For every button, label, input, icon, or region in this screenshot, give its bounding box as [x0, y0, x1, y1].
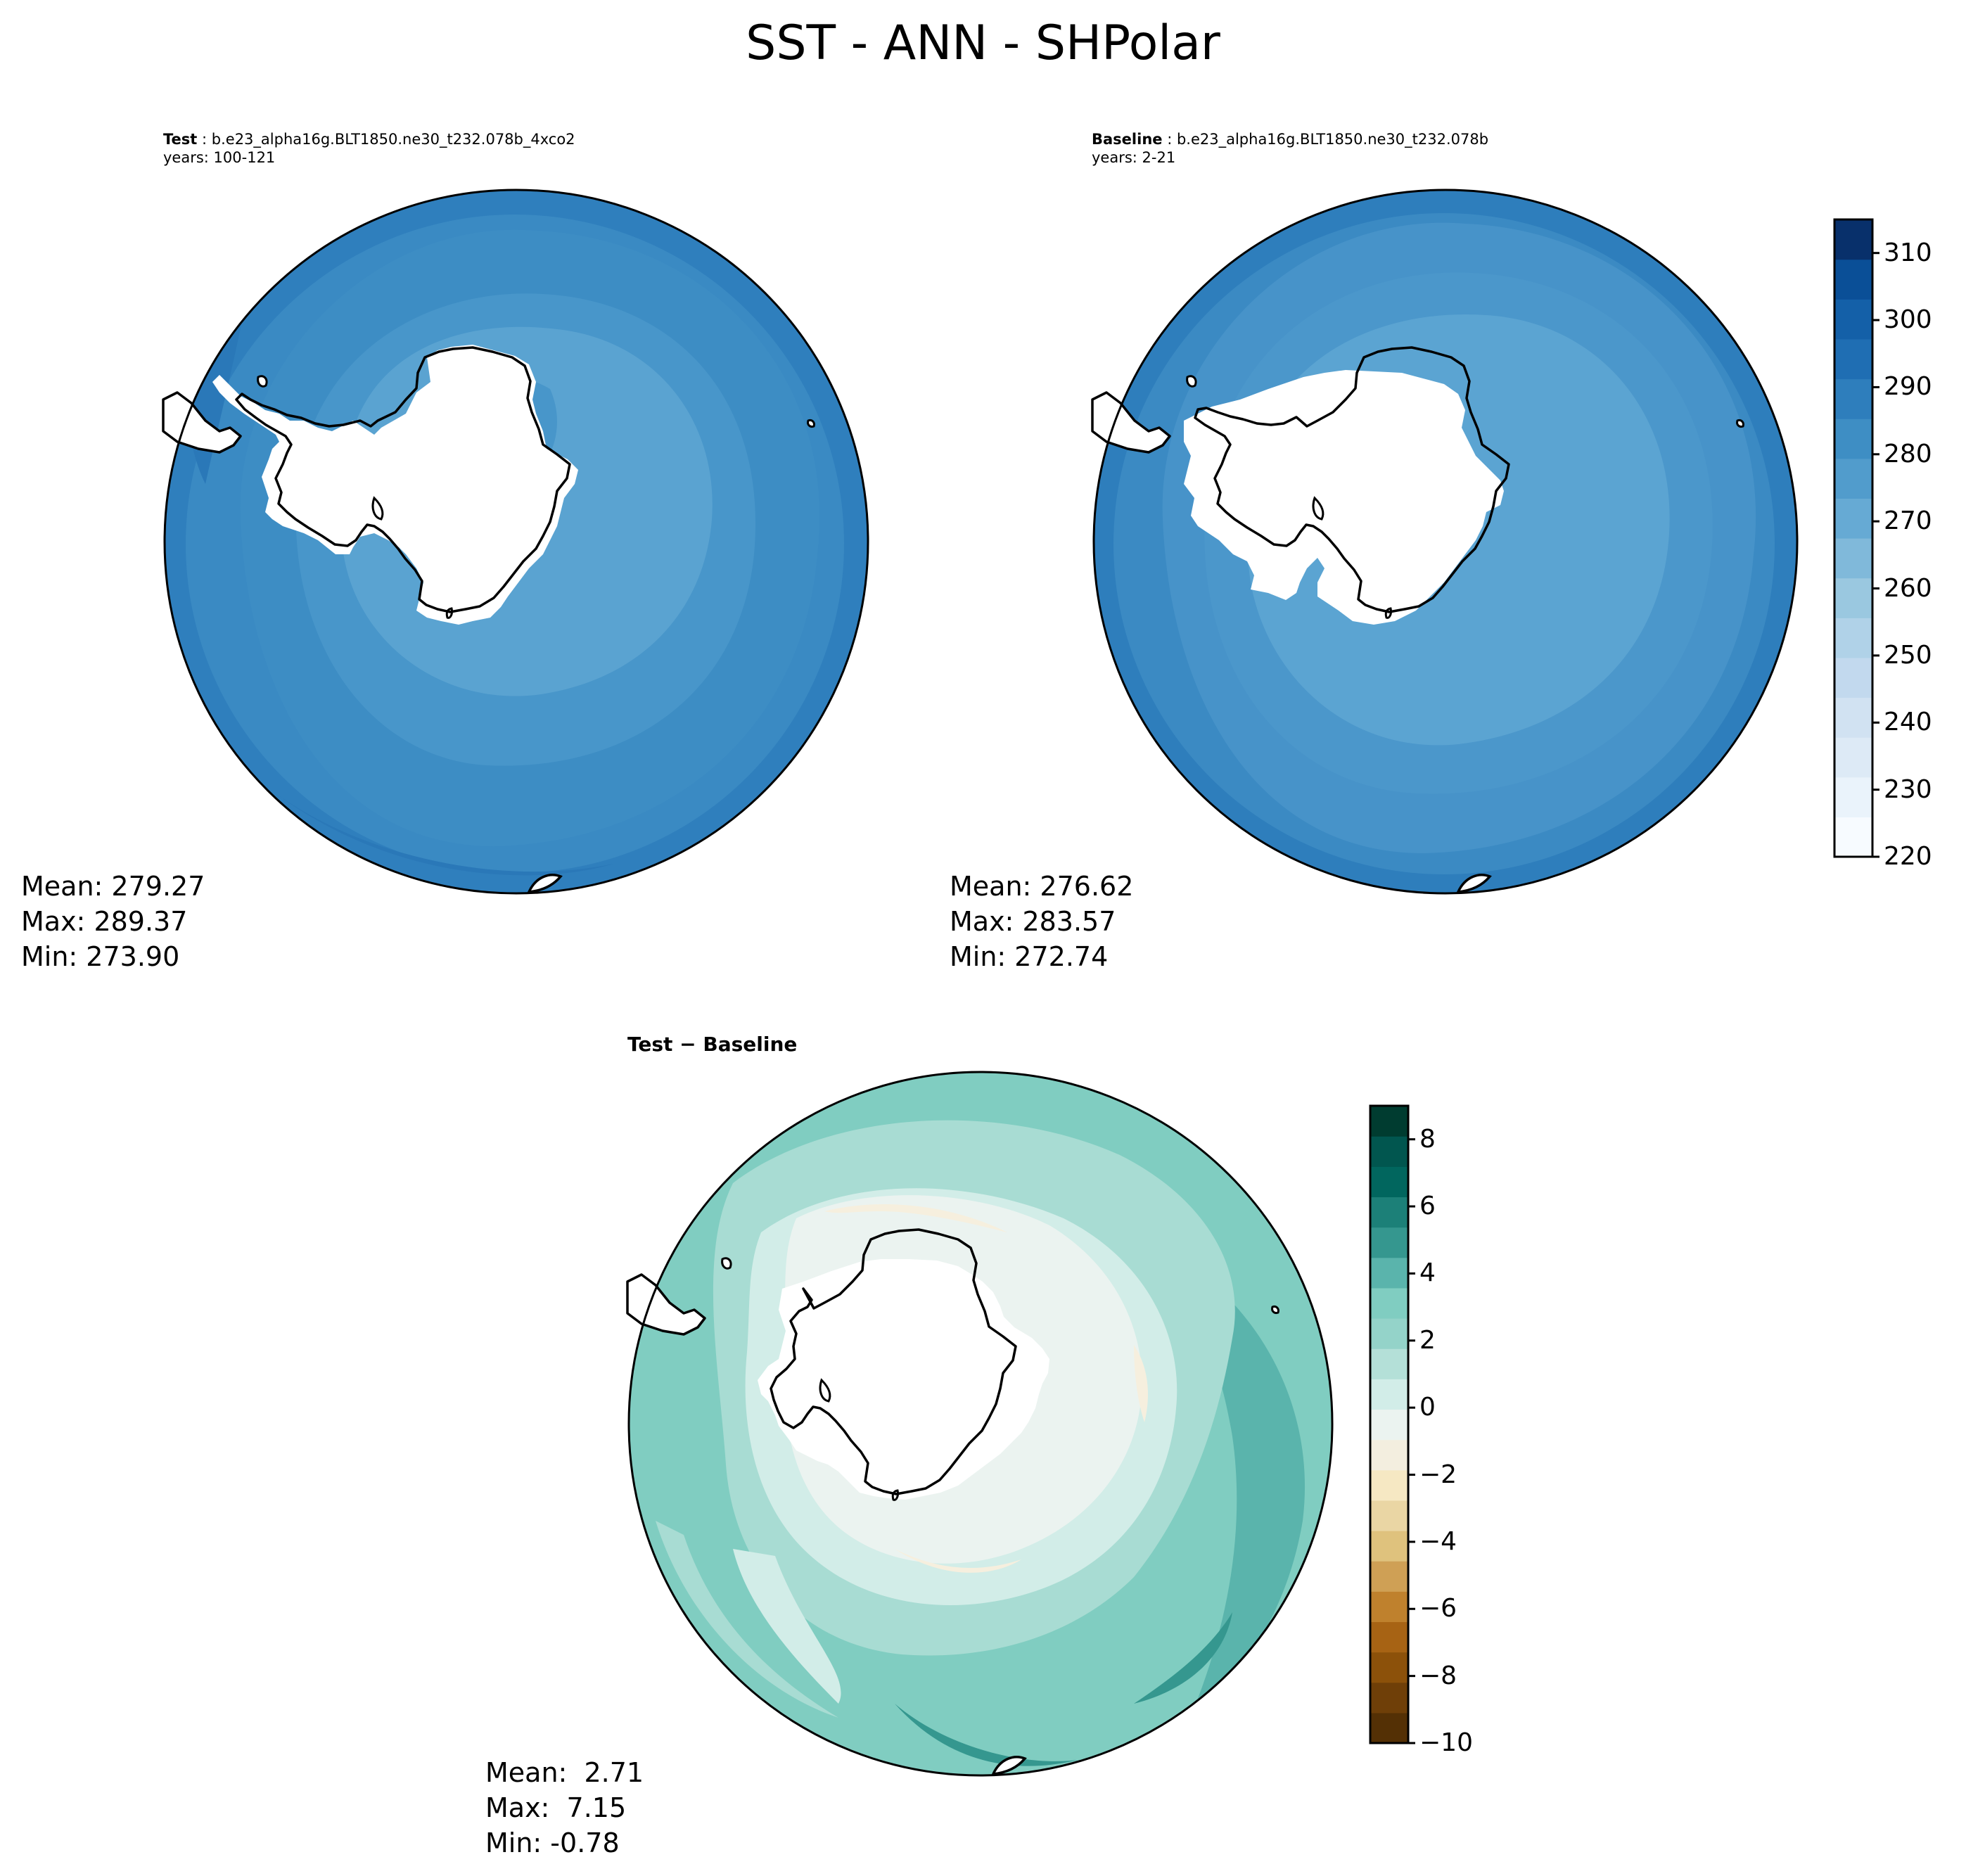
- baseline-stats: Mean: 276.62 Max: 283.57 Min: 272.74: [950, 869, 1133, 974]
- diff-colorbar-tick-label: 0: [1419, 1393, 1436, 1422]
- diff-map: [626, 1071, 1334, 1777]
- abs-colorbar-band: [1834, 419, 1872, 459]
- baseline-case-name: b.e23_alpha16g.BLT1850.ne30_t232.078b: [1176, 131, 1489, 148]
- diff-colorbar-band: [1370, 1682, 1408, 1714]
- baseline-map: [1091, 189, 1799, 895]
- diff-colorbar-band: [1370, 1561, 1408, 1592]
- diff-colorbar-tick-label: 4: [1419, 1258, 1436, 1288]
- abs-colorbar-tick-label: 280: [1884, 439, 1932, 468]
- abs-colorbar-band: [1834, 657, 1872, 698]
- abs-colorbar-band: [1834, 817, 1872, 857]
- abs-colorbar-tick-label: 220: [1884, 842, 1932, 871]
- diff-colorbar-band: [1370, 1591, 1408, 1623]
- diff-colorbar-band: [1370, 1379, 1408, 1410]
- baseline-mean: Mean: 276.62: [950, 871, 1134, 902]
- baseline-max: Max: 283.57: [950, 906, 1116, 937]
- abs-colorbar-tick-label: 270: [1884, 506, 1932, 536]
- test-years: years: 100-121: [163, 149, 276, 166]
- abs-colorbar-tick-label: 310: [1884, 238, 1932, 267]
- abs-colorbar-tick-label: 250: [1884, 640, 1932, 670]
- abs-colorbar-band: [1834, 219, 1872, 260]
- baseline-years: years: 2-21: [1092, 149, 1176, 166]
- diff-colorbar-tick-label: −2: [1419, 1460, 1457, 1489]
- abs-colorbar: [1833, 218, 1879, 858]
- abs-colorbar-tick-label: 300: [1884, 305, 1932, 335]
- diff-colorbar-band: [1370, 1287, 1408, 1319]
- abs-colorbar-band: [1834, 697, 1872, 738]
- baseline-label: Baseline: [1092, 131, 1163, 148]
- diff-max: Max: 7.15: [485, 1792, 627, 1823]
- test-map: [162, 189, 869, 895]
- test-label: Test: [163, 131, 198, 148]
- diff-stats: Mean: 2.71 Max: 7.15 Min: -0.78: [485, 1755, 644, 1861]
- abs-colorbar-band: [1834, 777, 1872, 817]
- diff-colorbar-frame: [1369, 1104, 1410, 1744]
- abs-colorbar-band: [1834, 378, 1872, 419]
- diff-colorbar-tick-label: −4: [1419, 1526, 1457, 1556]
- abs-colorbar-tick-label: 290: [1884, 372, 1932, 402]
- test-panel-title: Test : b.e23_alpha16g.BLT1850.ne30_t232.…: [163, 130, 575, 148]
- test-mean: Mean: 279.27: [21, 871, 205, 902]
- diff-colorbar-band: [1370, 1257, 1408, 1289]
- abs-colorbar-band: [1834, 498, 1872, 539]
- diff-colorbar-band: [1370, 1712, 1408, 1744]
- diff-colorbar-tick-label: −6: [1419, 1594, 1457, 1623]
- diff-colorbar-band: [1370, 1318, 1408, 1349]
- abs-colorbar-band: [1834, 458, 1872, 499]
- abs-colorbar-tick-label: 230: [1884, 774, 1932, 804]
- diff-colorbar-band: [1370, 1136, 1408, 1167]
- diff-colorbar-tick-label: 6: [1419, 1192, 1436, 1221]
- baseline-separator: :: [1162, 131, 1177, 148]
- baseline-min: Min: 272.74: [950, 941, 1109, 972]
- diff-colorbar-band: [1370, 1227, 1408, 1258]
- test-stats: Mean: 279.27 Max: 289.37 Min: 273.90: [21, 869, 205, 974]
- diff-colorbar-band: [1370, 1531, 1408, 1562]
- diff-colorbar-band: [1370, 1439, 1408, 1471]
- diff-colorbar-band: [1370, 1621, 1408, 1653]
- diff-mean: Mean: 2.71: [485, 1757, 644, 1788]
- diff-colorbar-tick-label: −8: [1419, 1661, 1457, 1690]
- diff-colorbar-band: [1370, 1348, 1408, 1379]
- diff-colorbar-band: [1370, 1469, 1408, 1501]
- diff-colorbar-band: [1370, 1106, 1408, 1137]
- diff-colorbar-band: [1370, 1409, 1408, 1441]
- abs-colorbar-band: [1834, 578, 1872, 618]
- test-case-name: b.e23_alpha16g.BLT1850.ne30_t232.078b_4x…: [211, 131, 575, 148]
- abs-colorbar-band: [1834, 618, 1872, 658]
- abs-colorbar-frame: [1833, 218, 1874, 858]
- abs-colorbar-tick-label: 260: [1884, 573, 1932, 603]
- diff-colorbar-band: [1370, 1166, 1408, 1198]
- test-min: Min: 273.90: [21, 941, 180, 972]
- figure-title: SST - ANN - SHPolar: [746, 15, 1220, 71]
- baseline-panel-title: Baseline : b.e23_alpha16g.BLT1850.ne30_t…: [1092, 130, 1488, 148]
- diff-colorbar-tick-label: 8: [1419, 1124, 1436, 1154]
- abs-colorbar-tick-label: 240: [1884, 708, 1932, 737]
- test-separator: :: [197, 131, 212, 148]
- diff-colorbar-tick-label: −10: [1419, 1728, 1473, 1757]
- diff-colorbar-tick-label: 2: [1419, 1325, 1436, 1355]
- diff-colorbar-band: [1370, 1652, 1408, 1683]
- diff-min: Min: -0.78: [485, 1827, 620, 1858]
- diff-panel-title: Test − Baseline: [627, 1033, 798, 1056]
- diff-colorbar: [1369, 1104, 1415, 1744]
- diff-colorbar-band: [1370, 1197, 1408, 1228]
- test-max: Max: 289.37: [21, 906, 188, 937]
- diff-colorbar-band: [1370, 1500, 1408, 1531]
- abs-colorbar-band: [1834, 299, 1872, 340]
- abs-colorbar-band: [1834, 538, 1872, 579]
- abs-colorbar-band: [1834, 737, 1872, 778]
- abs-colorbar-band: [1834, 338, 1872, 380]
- abs-colorbar-band: [1834, 259, 1872, 300]
